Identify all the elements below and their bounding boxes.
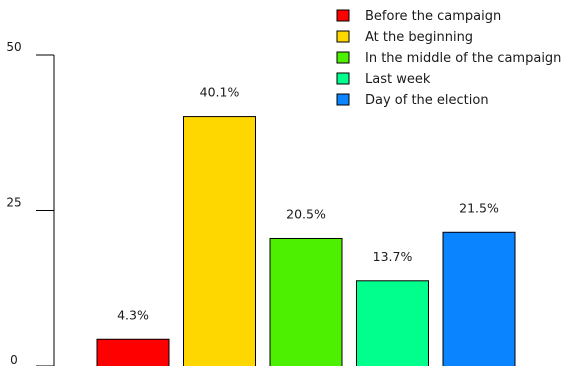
bar xyxy=(183,116,256,366)
legend-label: Day of the election xyxy=(365,93,489,108)
y-tick-label: 0 xyxy=(10,353,18,366)
legend-swatch xyxy=(336,9,350,22)
bar-data-label: 20.5% xyxy=(286,206,326,221)
legend-swatch xyxy=(336,30,350,43)
legend-label: Before the campaign xyxy=(365,9,501,24)
y-axis: 0 25 50 xyxy=(6,40,55,366)
legend-label: Last week xyxy=(365,72,431,87)
legend-swatch xyxy=(336,72,350,85)
legend-swatch xyxy=(336,93,350,106)
legend: Before the campaign At the beginning In th… xyxy=(336,9,561,108)
legend-label: In the middle of the campaign xyxy=(365,51,561,66)
bar xyxy=(269,237,343,366)
bar-data-label: 13.7% xyxy=(373,249,413,264)
y-tick-label: 50 xyxy=(6,40,21,54)
bar xyxy=(96,338,170,366)
bar-data-label: 4.3% xyxy=(117,307,149,322)
bar xyxy=(442,231,516,366)
legend-swatch xyxy=(336,51,350,64)
legend-label: At the beginning xyxy=(365,30,473,45)
y-tick-label: 25 xyxy=(6,196,21,210)
bar xyxy=(356,280,429,366)
bar-data-label: 40.1% xyxy=(200,85,240,100)
bar-data-label: 21.5% xyxy=(459,200,499,215)
bars-group: 4.3% 40.1% 20.5% 13.7% 21.5% xyxy=(96,85,516,366)
